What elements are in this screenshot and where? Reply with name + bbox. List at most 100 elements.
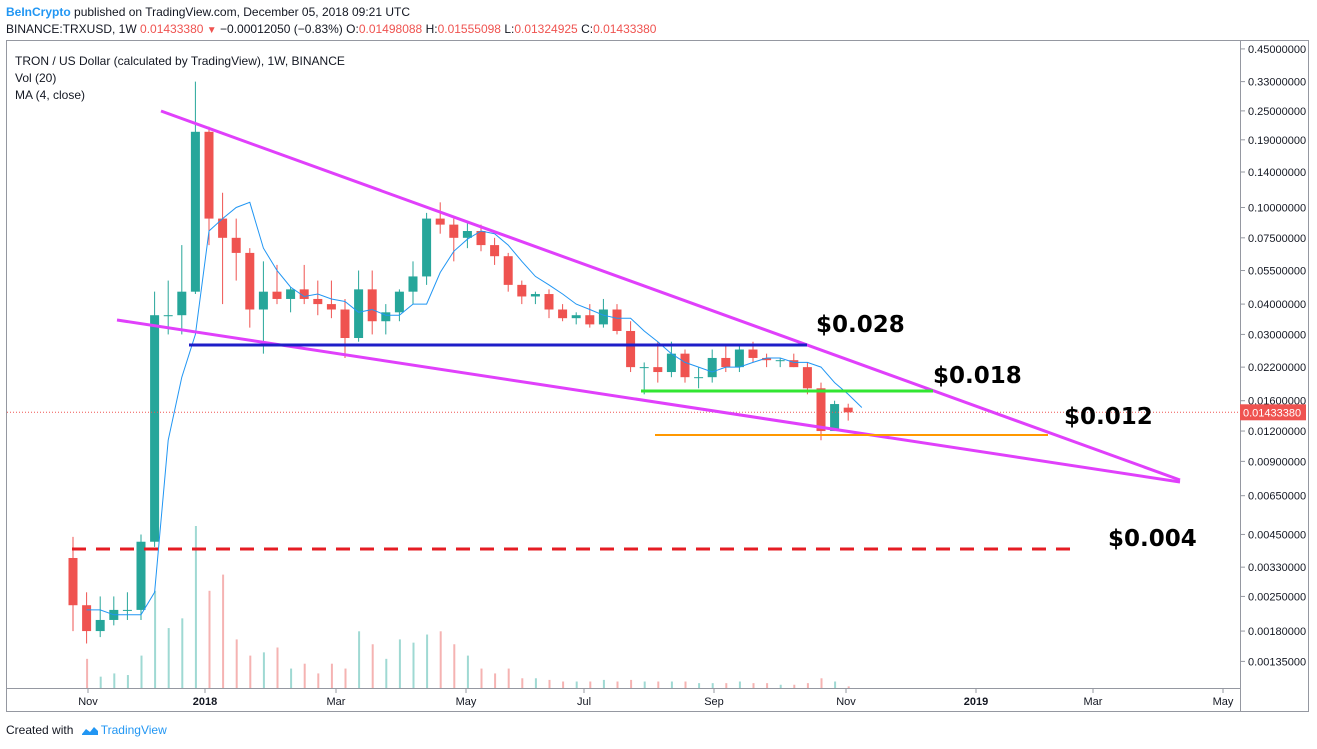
candle-body <box>830 404 840 432</box>
candle <box>694 367 704 389</box>
candle <box>122 592 132 620</box>
candle-body <box>816 388 826 432</box>
candle <box>612 304 622 335</box>
moving-average-line <box>86 201 863 616</box>
candle-body <box>571 315 581 319</box>
price-annotation: $0.018 <box>933 363 1022 389</box>
candle-body <box>313 298 323 305</box>
volume-bar <box>439 631 442 688</box>
candle <box>95 596 105 638</box>
volume-bar <box>208 590 211 688</box>
ohlc-line: BINANCE:TRXUSD, 1W 0.01433380 ▼ −0.00012… <box>6 22 656 36</box>
candle <box>666 341 676 378</box>
volume-bar <box>793 684 796 688</box>
candle-body <box>286 289 296 299</box>
candle <box>571 312 581 325</box>
candle <box>462 223 472 249</box>
legend-volume: Vol (20) <box>15 71 56 85</box>
volume-bar <box>589 681 592 688</box>
candle <box>177 245 187 335</box>
candle-body <box>707 357 717 378</box>
candle <box>449 218 459 262</box>
volume-bar <box>113 673 116 688</box>
candle <box>476 224 486 252</box>
volume-bar <box>249 655 252 688</box>
candle <box>299 264 309 305</box>
volume-bar <box>453 644 456 688</box>
volume-bar <box>602 679 605 688</box>
y-tick-label: 0.45000000 <box>1248 44 1306 56</box>
candle <box>653 341 663 383</box>
volume-bar <box>181 618 184 688</box>
candle <box>394 289 404 322</box>
candle-body <box>734 349 744 368</box>
high-value: 0.01555098 <box>437 22 501 36</box>
candle-body <box>340 309 350 339</box>
candle-body <box>843 407 853 413</box>
candle <box>190 81 200 295</box>
volume-bar <box>330 663 333 688</box>
candle-body <box>422 218 432 277</box>
y-tick-label: 0.05500000 <box>1248 266 1306 278</box>
tradingview-link[interactable]: TradingView <box>100 723 167 737</box>
candle-body <box>775 360 785 362</box>
volume-bar <box>222 574 225 688</box>
candle-body <box>802 367 812 389</box>
volume-bar <box>575 681 578 688</box>
publisher-name[interactable]: BeInCrypto <box>6 5 71 19</box>
volume-bar <box>834 681 837 688</box>
candle <box>272 264 282 305</box>
volume-bar <box>630 679 633 688</box>
candle <box>775 357 785 368</box>
volume-bar <box>766 683 769 688</box>
y-tick-label: 0.14000000 <box>1248 167 1306 179</box>
tradingview-logo-icon <box>81 726 98 735</box>
candle <box>136 534 146 620</box>
candle-body <box>381 312 391 322</box>
x-tick-label: Jul <box>577 696 591 708</box>
volume-bar <box>235 639 238 688</box>
x-tick-label: Mar <box>327 696 346 708</box>
x-tick-label: Sep <box>704 696 724 708</box>
y-tick-label: 0.00180000 <box>1248 626 1306 638</box>
candle-body <box>558 309 568 319</box>
candle-body <box>490 245 500 257</box>
volume-bar <box>806 683 809 688</box>
candle-body <box>408 276 418 292</box>
volume-bar <box>698 683 701 688</box>
x-tick-label: 2019 <box>964 696 988 708</box>
close-label: C: <box>581 22 594 36</box>
volume-bar <box>86 658 89 688</box>
volume-bar <box>779 684 782 688</box>
candle <box>231 218 241 281</box>
volume-bar <box>358 631 361 688</box>
candle-body <box>68 557 78 606</box>
candle-body <box>354 289 364 339</box>
last-price-tag-label: 0.01433380 <box>1243 407 1301 419</box>
volume-bar <box>507 668 510 688</box>
candle <box>381 304 391 335</box>
symbol-label: BINANCE:TRXUSD, 1W <box>6 22 137 36</box>
price-annotation: $0.012 <box>1064 404 1153 430</box>
candle <box>639 362 649 395</box>
open-label: O: <box>346 22 359 36</box>
close-value: 0.01433380 <box>593 22 657 36</box>
candle-body <box>299 289 309 299</box>
footer: Created with TradingView <box>6 723 167 737</box>
candle-body <box>585 315 595 325</box>
candle-body <box>449 224 459 238</box>
volume-bar <box>317 673 320 688</box>
candle-body <box>204 131 214 219</box>
y-tick-label: 0.00900000 <box>1248 456 1306 468</box>
last-price-tag <box>1240 404 1306 421</box>
candle <box>517 280 527 305</box>
chart-frame <box>6 40 1309 712</box>
candle-body <box>530 294 540 297</box>
price-change: −0.00012050 (−0.83%) <box>220 22 343 36</box>
candle-body <box>762 357 772 361</box>
high-label: H: <box>425 22 438 36</box>
candle-body <box>653 367 663 373</box>
x-tick-label: Nov <box>78 696 98 708</box>
volume-bar <box>711 683 714 688</box>
